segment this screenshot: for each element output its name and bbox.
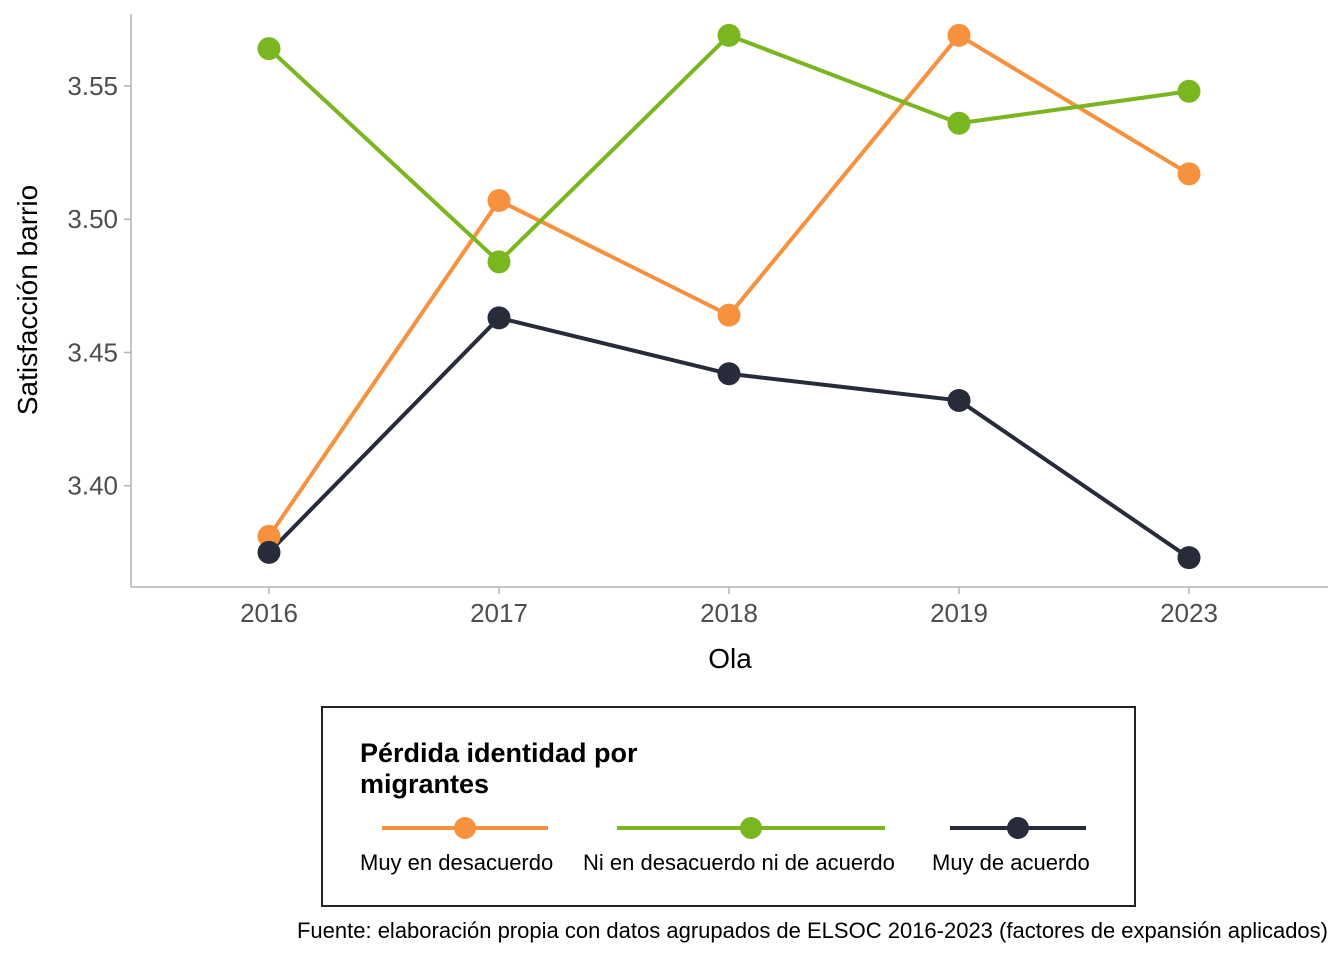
y-tick-label: 3.50: [67, 204, 118, 234]
data-point-s1-2018: [717, 23, 741, 47]
data-point-s0-2018: [717, 303, 741, 327]
x-tick-label: 2019: [930, 598, 988, 628]
data-point-s2-2023: [1177, 546, 1201, 570]
y-tick-label: 3.55: [67, 71, 118, 101]
x-tick-label: 2016: [240, 598, 298, 628]
data-point-s1-2016: [257, 37, 281, 61]
y-axis-ticks: 3.40 3.45 3.50 3.55: [67, 71, 131, 501]
series-points: [257, 23, 1201, 570]
x-tick-label: 2023: [1160, 598, 1218, 628]
data-point-s0-2023: [1177, 162, 1201, 186]
data-point-s0-2019: [947, 23, 971, 47]
y-tick-label: 3.40: [67, 471, 118, 501]
x-axis-title: Ola: [708, 643, 752, 674]
data-point-s2-2019: [947, 388, 971, 412]
legend-key-ni-en-desacuerdo: [617, 817, 885, 839]
line-chart: 3.40 3.45 3.50 3.55 2016 2017 2018 2019 2023 Ol…: [12, 14, 1328, 674]
data-point-s2-2018: [717, 362, 741, 386]
legend-key-muy-en-desacuerdo: [382, 817, 548, 839]
y-axis-title: Satisfacción barrio: [12, 185, 43, 415]
x-tick-label: 2018: [700, 598, 758, 628]
data-point-s1-2019: [947, 111, 971, 135]
series-line-1: [267, 33, 1190, 264]
legend: Pérdida identidad por migrantes Muy en d…: [321, 706, 1136, 907]
data-point-s1-2017: [487, 250, 511, 274]
data-point-s0-2017: [487, 189, 511, 213]
x-tick-label: 2017: [470, 598, 528, 628]
data-point-s0-2016: [257, 524, 281, 548]
series-line-2: [267, 315, 1191, 560]
legend-label-muy-en-desacuerdo: Muy en desacuerdo: [360, 850, 554, 875]
legend-title: Pérdida identidad por migrantes: [360, 738, 638, 799]
data-point-s1-2023: [1177, 79, 1201, 103]
legend-key-muy-de-acuerdo: [950, 817, 1086, 839]
y-tick-label: 3.45: [67, 337, 118, 367]
legend-label-muy-de-acuerdo: Muy de acuerdo: [932, 850, 1090, 875]
legend-label-ni-en-desacuerdo: Ni en desacuerdo ni de acuerdo: [583, 850, 895, 875]
x-axis-ticks: 2016 2017 2018 2019 2023: [240, 587, 1218, 628]
data-point-s2-2017: [487, 306, 511, 330]
source-caption: Fuente: elaboración propia con datos agr…: [296, 918, 1328, 943]
data-point-s2-2016: [257, 540, 281, 564]
series-lines: [267, 33, 1191, 560]
